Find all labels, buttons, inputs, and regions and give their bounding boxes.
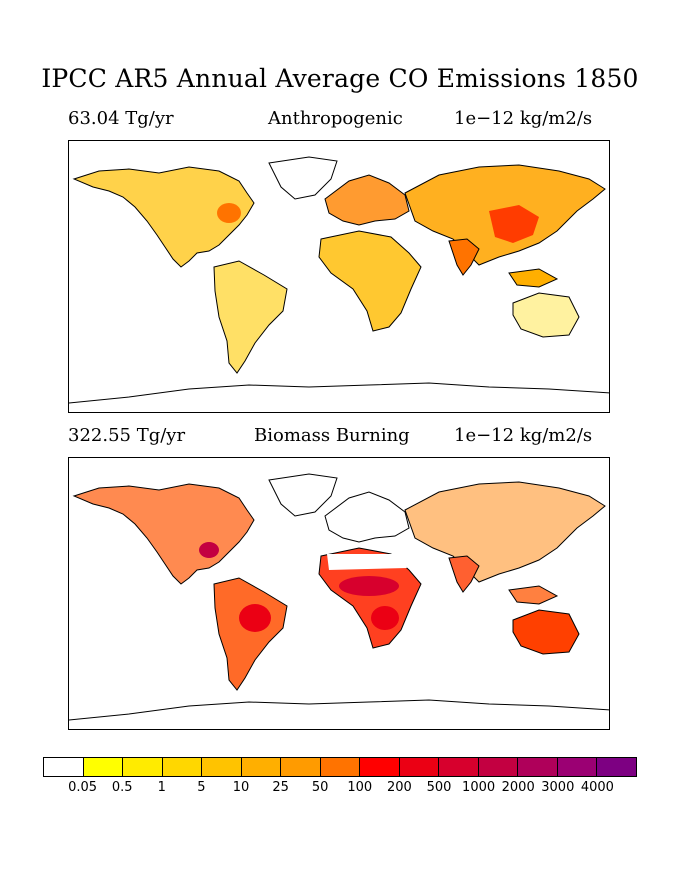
africa-savanna-hotspot [339, 576, 399, 596]
panel-1-total: 63.04 Tg/yr [68, 108, 174, 129]
china-hotspot [489, 205, 539, 243]
australia-outline [512, 292, 580, 338]
eastern-us-hotspot [217, 203, 241, 223]
colorbar-swatch [399, 758, 440, 776]
colorbar-label: 200 [386, 780, 412, 795]
panel-1-units: 1e−12 kg/m2/s [454, 108, 593, 129]
colorbar-swatch [597, 758, 636, 776]
north-america-outline [72, 483, 255, 585]
colorbar-label: 10 [232, 780, 250, 795]
africa-outline [318, 230, 422, 332]
panel-1-name: Anthropogenic [268, 108, 403, 129]
asia-outline [404, 481, 606, 583]
colorbar-swatch [557, 758, 598, 776]
colorbar-label: 0.05 [68, 780, 98, 795]
colorbar-swatch [162, 758, 203, 776]
colorbar-swatch [202, 758, 242, 776]
biomass-burning-map [68, 457, 610, 730]
colorbar-label: 3000 [541, 780, 575, 795]
colorbar-label: 100 [347, 780, 373, 795]
se-asia-islands [508, 268, 559, 288]
eastern-us-hotspot [199, 542, 219, 558]
colorbar-label: 1 [157, 780, 166, 795]
colorbar-swatch [320, 758, 361, 776]
sahara-region [327, 554, 407, 570]
colorbar-label: 2000 [501, 780, 535, 795]
colorbar-swatch [478, 758, 519, 776]
south-america-outline [213, 260, 288, 374]
colorbar-swatch [241, 758, 282, 776]
southern-africa-hotspot [371, 606, 399, 630]
north-america-outline [72, 166, 255, 268]
europe-outline [324, 491, 410, 543]
india-outline [448, 555, 480, 593]
colorbar-swatch [439, 758, 479, 776]
south-america-hotspot [239, 604, 271, 632]
colorbar-label: 5 [197, 780, 206, 795]
colorbar [43, 757, 637, 777]
colorbar-swatch [44, 758, 84, 776]
colorbar-label: 4000 [580, 780, 614, 795]
colorbar-swatch [123, 758, 163, 776]
greenland-outline [268, 156, 338, 200]
panel-2-total: 322.55 Tg/yr [68, 425, 186, 446]
plot-title: IPCC AR5 Annual Average CO Emissions 185… [41, 64, 639, 93]
panel-2-units: 1e−12 kg/m2/s [454, 425, 593, 446]
greenland-outline [268, 473, 338, 517]
colorbar-label: 25 [272, 780, 289, 795]
australia-outline [512, 609, 580, 655]
colorbar-label: 500 [426, 780, 452, 795]
antarctica-outline [69, 382, 609, 404]
colorbar-swatch [360, 758, 400, 776]
se-asia-islands [508, 585, 559, 605]
antarctica-outline [69, 699, 609, 721]
europe-outline [324, 174, 410, 226]
india-outline [448, 238, 480, 276]
panel-2-name: Biomass Burning [254, 425, 410, 446]
south-america-outline [213, 577, 288, 691]
colorbar-label: 50 [311, 780, 329, 795]
colorbar-swatch [83, 758, 124, 776]
anthropogenic-map [68, 140, 610, 413]
colorbar-swatch [281, 758, 321, 776]
colorbar-label: 1000 [462, 780, 496, 795]
colorbar-label: 0.5 [111, 780, 133, 795]
colorbar-swatch [518, 758, 558, 776]
